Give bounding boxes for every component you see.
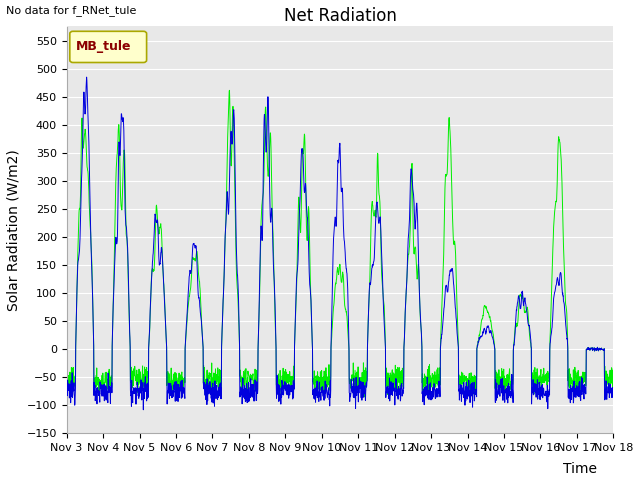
X-axis label: Time: Time (563, 462, 597, 476)
Y-axis label: Solar Radiation (W/m2): Solar Radiation (W/m2) (7, 149, 21, 311)
Text: MB_tule: MB_tule (76, 40, 132, 53)
Legend: RNet_wat, Rnet_4way: RNet_wat, Rnet_4way (229, 477, 451, 480)
Text: No data for f_RNet_tule: No data for f_RNet_tule (6, 5, 137, 16)
Title: Net Radiation: Net Radiation (284, 7, 396, 25)
